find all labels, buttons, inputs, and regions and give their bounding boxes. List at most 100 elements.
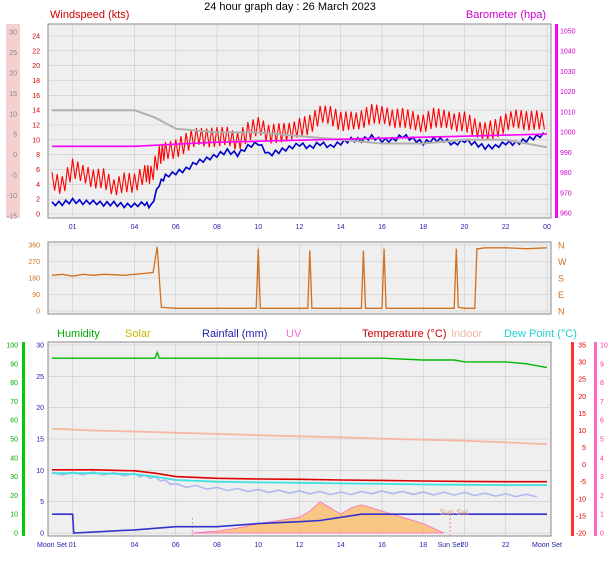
barometer-tick-label: 990 <box>560 150 572 157</box>
direction-degree-label: 90 <box>32 292 40 299</box>
temperature-x-tick-label: 08 <box>213 542 221 549</box>
direction-compass-label: E <box>558 290 564 300</box>
wind-pressure-series <box>51 103 548 210</box>
wind-tick-label: 12 <box>32 123 40 130</box>
wind-outer-tick-label: -10 <box>7 193 17 200</box>
kts-axis-band <box>6 24 20 218</box>
temperature-axis-ticks: -20 -15 -10 -5 0 5 10 15 20 25 30 35 <box>576 343 586 538</box>
rain-axis-ticks: 0 5 10 15 20 25 30 <box>36 343 44 538</box>
wind-outer-tick-label: 5 <box>13 132 17 139</box>
direction-degree-label: 0 <box>36 309 40 316</box>
wind_avg_grey-line <box>52 109 548 149</box>
wind-direction-grid <box>48 242 551 314</box>
wind-x-tick-label: 18 <box>419 224 427 231</box>
barometer-tick-label: 960 <box>560 211 572 218</box>
rain-tick-label: 30 <box>36 343 44 350</box>
uv-tick-label: 10 <box>600 343 608 350</box>
uv-tick-label: 5 <box>600 437 604 444</box>
uv-tick-label: 0 <box>600 531 604 538</box>
temperature-x-tick-label: 22 <box>502 542 510 549</box>
wind-outer-tick-label: 0 <box>13 152 17 159</box>
wind-direction-series <box>51 246 548 309</box>
wind-tick-label: 4 <box>36 182 40 189</box>
direction-degree-label: 180 <box>28 276 40 283</box>
wind-tick-label: 22 <box>32 48 40 55</box>
windspeed-legend: Windspeed (kts) <box>50 9 129 21</box>
uv-tick-label: 6 <box>600 418 604 425</box>
humidity-tick-label: 0 <box>14 531 18 538</box>
wind-outer-tick-label: -5 <box>11 173 17 180</box>
temperature-legend: Humidity Solar Rainfall (mm) UV Temperature … <box>57 328 577 340</box>
wind-x-tick-label: 04 <box>131 224 139 231</box>
direction-compass-label: N <box>558 307 565 317</box>
temperature-line <box>52 469 547 483</box>
temperature-tick-label: 15 <box>578 411 586 418</box>
temperature-x-tick-label: 06 <box>172 542 180 549</box>
uv-tick-label: 7 <box>600 399 604 406</box>
temperature-x-tick-label: 10 <box>254 542 262 549</box>
temperature-x-tick-label: 01 <box>69 542 77 549</box>
temperature-tick-label: -10 <box>576 496 586 503</box>
humidity-axis-ticks: 0 10 20 30 40 50 60 70 80 90 100 <box>6 343 18 538</box>
wind-x-tick-label: 14 <box>337 224 345 231</box>
wind-x-tick-label: 10 <box>254 224 262 231</box>
temperature-series <box>51 350 548 536</box>
wind-outer-tick-label: 20 <box>9 70 17 77</box>
barometer-tick-label: 1050 <box>560 29 576 36</box>
humidity-tick-label: 10 <box>10 512 18 519</box>
wind-x-tick-label: 16 <box>378 224 386 231</box>
legend-item: Rainfall (mm) <box>202 328 267 340</box>
temperature-axis-band <box>571 342 574 536</box>
uv-tick-label: 8 <box>600 380 604 387</box>
temperature-tick-label: 0 <box>582 462 586 469</box>
temperature-tick-label: 10 <box>578 428 586 435</box>
temperature-tick-label: 20 <box>578 394 586 401</box>
temperature-x-tick-label: 20 <box>461 542 469 549</box>
barometer-line <box>52 133 548 148</box>
temperature-tick-label: 5 <box>582 445 586 452</box>
direction-degree-ticks: 0 90 180 270 360 <box>28 243 40 316</box>
wind-x-axis-ticks: 01 04 06 08 10 12 14 16 18 20 22 00 <box>69 224 551 231</box>
humidity-axis-band <box>22 342 25 536</box>
wind-tick-label: 16 <box>32 93 40 100</box>
humidity-tick-label: 90 <box>10 361 18 368</box>
temperature-tick-label: 35 <box>578 343 586 350</box>
rain-tick-label: 25 <box>36 374 44 381</box>
wind-tick-label: 24 <box>32 34 40 41</box>
wind-x-tick-label: 12 <box>296 224 304 231</box>
temperature-x-tick-label: 16 <box>378 542 386 549</box>
wind-tick-label: 0 <box>36 212 40 219</box>
rain-tick-label: 0 <box>40 531 44 538</box>
barometer-tick-label: 970 <box>560 190 572 197</box>
temperature-x-tick-label: Sun Set <box>438 542 463 549</box>
uv-tick-label: 2 <box>600 493 604 500</box>
legend-item: Temperature (°C) <box>362 328 446 340</box>
uv-tick-label: 9 <box>600 361 604 368</box>
rain-tick-label: 10 <box>36 468 44 475</box>
humidity-tick-label: 50 <box>10 437 18 444</box>
direction-degree-label: 360 <box>28 243 40 250</box>
wind-outer-tick-label: 15 <box>9 91 17 98</box>
wind-direction-line <box>51 246 548 309</box>
wind-x-tick-label: 06 <box>172 224 180 231</box>
direction-compass-label: N <box>558 241 565 251</box>
rain-tick-label: 5 <box>40 499 44 506</box>
barometer-legend: Barometer (hpa) <box>466 9 546 21</box>
barometer-tick-label: 1030 <box>560 69 576 76</box>
barometer-tick-label: 1000 <box>560 130 576 137</box>
humidity-tick-label: 40 <box>10 455 18 462</box>
legend-item: UV <box>286 328 302 340</box>
uv-tick-label: 4 <box>600 455 604 462</box>
uv-tick-label: 3 <box>600 474 604 481</box>
legend-item: Dew Point (°C) <box>504 328 577 340</box>
rainfall-line <box>52 513 547 534</box>
sun-set-annotation: Sun Set <box>440 508 469 517</box>
temperature-tick-label: 25 <box>578 377 586 384</box>
wind-tick-label: 6 <box>36 167 40 174</box>
wind-outer-tick-label: -15 <box>7 214 17 221</box>
humidity-tick-label: 80 <box>10 380 18 387</box>
